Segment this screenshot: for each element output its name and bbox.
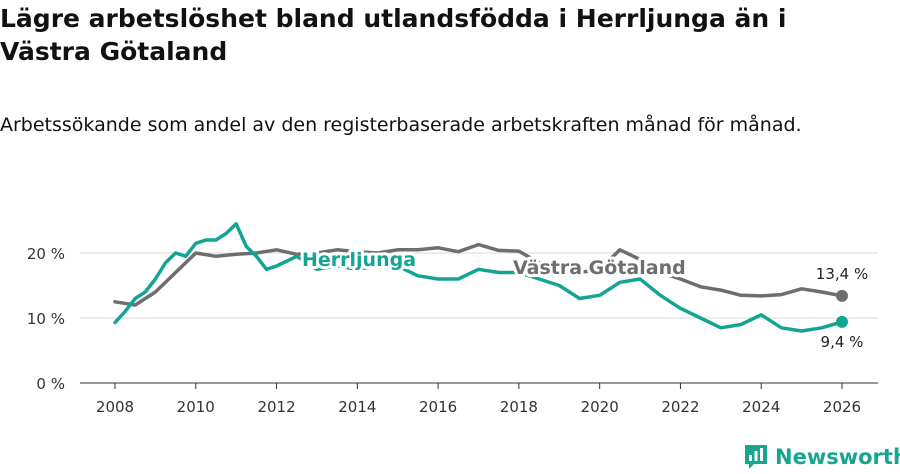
- herrljunga-line: [113, 222, 844, 333]
- vastra-gotaland-line: [113, 242, 844, 307]
- vastra-gotaland-series-label-halo: Västra Götaland: [513, 257, 686, 279]
- x-tick-label: 2018: [500, 398, 538, 416]
- newsworthy-logo: Newsworthy: [745, 442, 900, 472]
- vastra-gotaland-series-label: Västra Götaland: [513, 257, 686, 279]
- x-tick-label: 2020: [581, 398, 619, 416]
- y-tick-label: 0 %: [36, 375, 65, 393]
- y-tick-label: 20 %: [27, 245, 65, 263]
- x-tick-label: 2026: [823, 398, 861, 416]
- x-tick-label: 2008: [96, 398, 134, 416]
- chart-subtitle: Arbetssökande som andel av den registerb…: [0, 114, 802, 136]
- y-tick-label: 10 %: [27, 310, 65, 328]
- brand-name: Newsworthy: [775, 445, 900, 469]
- chart-title: Lägre arbetslöshet bland utlandsfödda i …: [0, 4, 787, 66]
- herrljunga-series-label: Herrljunga: [302, 249, 416, 271]
- x-tick-label: 2014: [338, 398, 376, 416]
- x-tick-label: 2016: [419, 398, 457, 416]
- x-tick-label: 2024: [742, 398, 780, 416]
- herrljunga-end-label: 9,4 %: [821, 333, 864, 351]
- x-tick-label: 2022: [661, 398, 699, 416]
- chart-logo-icon: [745, 445, 767, 469]
- x-tick-label: 2012: [257, 398, 295, 416]
- herrljunga-series-label-halo: Herrljunga: [302, 249, 416, 271]
- vastra-gotaland-end-point: [836, 289, 848, 302]
- vastra-gotaland-end-label: 13,4 %: [816, 265, 868, 283]
- x-tick-label: 2010: [177, 398, 215, 416]
- herrljunga-end-point: [836, 315, 848, 328]
